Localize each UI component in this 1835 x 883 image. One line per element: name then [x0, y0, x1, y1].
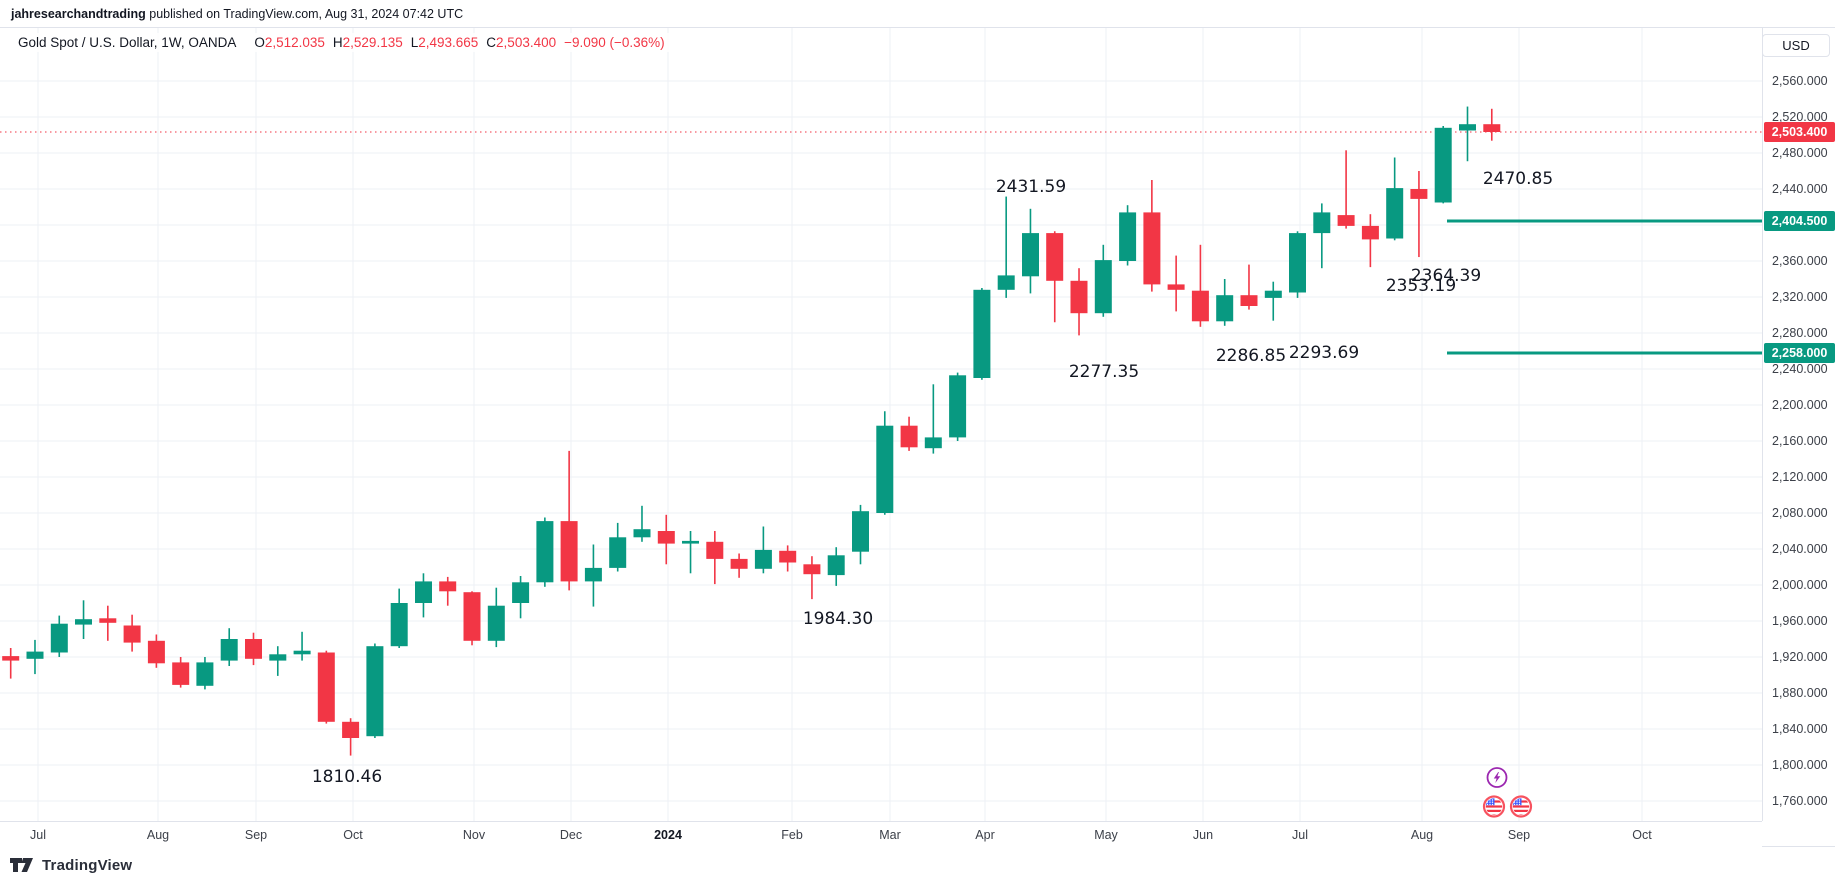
time-axis-label: Oct [343, 828, 363, 842]
time-axis-label: Sep [244, 828, 268, 842]
time-axis-label: Aug [146, 828, 170, 842]
time-axis-label: May [1094, 828, 1118, 842]
time-axis-label: Nov [462, 828, 486, 842]
price-axis-tick: 2,240.000 [1772, 362, 1828, 376]
currency-toggle-button[interactable]: USD [1762, 34, 1830, 57]
time-axis-label: Apr [975, 828, 995, 842]
price-axis-tick: 2,280.000 [1772, 326, 1828, 340]
price-axis-tick: 1,960.000 [1772, 614, 1828, 628]
time-axis-label: Mar [879, 828, 901, 842]
price-axis-tick: 2,200.000 [1772, 398, 1828, 412]
price-axis-tick: 2,120.000 [1772, 470, 1828, 484]
price-axis-tick: 2,440.000 [1772, 182, 1828, 196]
price-axis-tick: 1,760.000 [1772, 794, 1828, 808]
close-label: C [486, 35, 497, 50]
economic-event-lightning-icon[interactable] [1486, 767, 1508, 794]
us-economic-event-flag-icon[interactable] [1482, 795, 1506, 821]
open-value: 2,512.035 [264, 35, 325, 50]
close-value: 2,503.400 [496, 35, 557, 50]
footer-bar: TradingView [0, 847, 1835, 883]
attribution-bar: jahresearchandtrading published on Tradi… [0, 0, 1835, 27]
price-axis-tick: 1,840.000 [1772, 722, 1828, 736]
attribution-text: jahresearchandtrading published on Tradi… [11, 7, 463, 21]
price-axis-tick: 2,480.000 [1772, 146, 1828, 160]
last-price-label: 2,503.400 [1764, 122, 1835, 142]
tradingview-logo-icon[interactable] [10, 857, 35, 873]
time-axis-label: Sep [1507, 828, 1531, 842]
time-axis[interactable]: Jul Aug Sep Oct Nov Dec 2024 Feb Mar Apr May Jun Jul… [0, 821, 1762, 848]
time-axis-label: 2024 [654, 828, 682, 842]
level-price-label: 2,258.000 [1764, 343, 1835, 363]
swing-point-label: 2286.85 [1215, 346, 1287, 366]
price-axis[interactable]: 2,560.000 2,520.000 2,480.000 2,440.000 2,36… [1762, 28, 1835, 821]
time-axis-label: Jun [1192, 828, 1214, 842]
price-axis-tick: 2,000.000 [1772, 578, 1828, 592]
symbol-header: Gold Spot / U.S. Dollar, 1W, OANDA O2,512… [18, 33, 671, 52]
time-axis-label: Aug [1410, 828, 1434, 842]
change-value: −9.090 (−0.36%) [564, 35, 665, 50]
low-label: L [410, 35, 419, 50]
us-economic-event-flag-icon[interactable] [1509, 795, 1533, 821]
price-axis-tick: 1,800.000 [1772, 758, 1828, 772]
swing-point-label: 2293.69 [1288, 343, 1360, 363]
swing-point-label: 2353.19 [1385, 276, 1457, 296]
time-axis-label: Dec [559, 828, 583, 842]
swing-point-label: 2277.35 [1068, 362, 1140, 382]
price-axis-tick: 2,080.000 [1772, 506, 1828, 520]
time-axis-label: Oct [1632, 828, 1652, 842]
price-axis-tick: 1,920.000 [1772, 650, 1828, 664]
tradingview-brand-text[interactable]: TradingView [42, 856, 133, 874]
price-axis-tick: 2,160.000 [1772, 434, 1828, 448]
price-axis-tick: 2,360.000 [1772, 254, 1828, 268]
time-axis-label: Feb [781, 828, 803, 842]
level-price-label: 2,404.500 [1764, 211, 1835, 231]
candlestick-chart[interactable] [0, 28, 1762, 821]
swing-point-label: 2364.39 [1410, 266, 1482, 286]
price-axis-tick: 2,320.000 [1772, 290, 1828, 304]
chart-widget: 2431.59 2277.35 2286.85 2293.69 2353.19 2364.… [0, 27, 1835, 848]
price-axis-tick: 1,880.000 [1772, 686, 1828, 700]
swing-point-label: 2431.59 [995, 177, 1067, 197]
price-axis-tick: 2,520.000 [1772, 110, 1828, 124]
high-label: H [332, 35, 343, 50]
time-axis-label: Jul [1292, 828, 1308, 842]
high-value: 2,529.135 [342, 35, 403, 50]
attribution-suffix: published on TradingView.com, Aug 31, 20… [145, 6, 464, 21]
swing-point-label: 1984.30 [802, 609, 874, 629]
attribution-username: jahresearchandtrading [11, 6, 146, 21]
price-axis-tick: 2,560.000 [1772, 74, 1828, 88]
open-label: O [254, 35, 265, 50]
chart-plot-area[interactable]: 2431.59 2277.35 2286.85 2293.69 2353.19 2364.… [0, 28, 1762, 821]
low-value: 2,493.665 [418, 35, 479, 50]
time-axis-label: Jul [30, 828, 46, 842]
symbol-title: Gold Spot / U.S. Dollar, 1W, OANDA [18, 35, 237, 50]
swing-point-label: 2470.85 [1482, 169, 1554, 189]
swing-point-label: 1810.46 [311, 767, 383, 787]
price-axis-tick: 2,040.000 [1772, 542, 1828, 556]
